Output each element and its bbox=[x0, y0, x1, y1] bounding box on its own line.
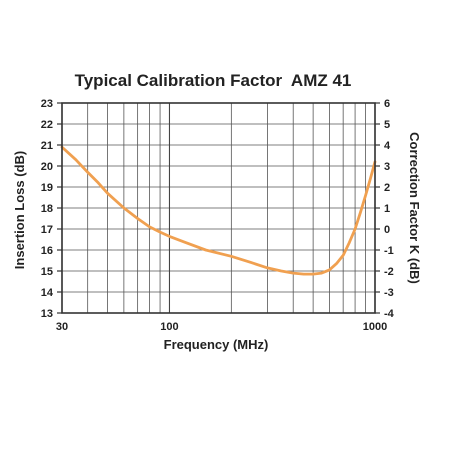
y2-tick-label: 4 bbox=[384, 140, 391, 152]
series-layer bbox=[60, 145, 377, 276]
y2-tick-label: 1 bbox=[384, 203, 390, 215]
y2-tick-label: 2 bbox=[384, 182, 390, 194]
y-axis-label: Insertion Loss (dB) bbox=[12, 151, 27, 269]
y2-tick-label: -2 bbox=[384, 266, 394, 278]
chart-title: Typical Calibration Factor AMZ 41 bbox=[75, 71, 352, 90]
y-tick-label: 18 bbox=[41, 203, 53, 215]
y-tick-label: 16 bbox=[41, 245, 53, 257]
y2-tick-label: -1 bbox=[384, 245, 394, 257]
y-tick-label: 20 bbox=[41, 161, 53, 173]
y2-tick-label: 5 bbox=[384, 119, 390, 131]
grid bbox=[61, 102, 376, 314]
y2-tick-label: 3 bbox=[384, 161, 390, 173]
x-tick-label: 30 bbox=[56, 321, 68, 333]
x-tick-label: 1000 bbox=[363, 321, 387, 333]
y2-tick-label: 0 bbox=[384, 224, 390, 236]
x-tick-label: 100 bbox=[160, 321, 178, 333]
y-tick-label: 21 bbox=[41, 140, 53, 152]
y2-tick-label: -4 bbox=[384, 308, 395, 320]
y-tick-label: 23 bbox=[41, 98, 53, 110]
y-tick-label: 22 bbox=[41, 119, 53, 131]
x-axis-label: Frequency (MHz) bbox=[164, 337, 269, 352]
right-axis-ticks: -4 -3 -2 -1 0 1 2 3 4 5 6 bbox=[375, 98, 395, 320]
y-tick-label: 19 bbox=[41, 182, 53, 194]
y-tick-label: 13 bbox=[41, 308, 53, 320]
left-axis-ticks: 13 14 15 16 17 18 19 20 21 22 23 bbox=[41, 98, 62, 320]
y-tick-label: 15 bbox=[41, 266, 53, 278]
y2-axis-label: Correction Factor K (dB) bbox=[407, 132, 422, 284]
x-axis-ticks: 30 100 1000 bbox=[56, 321, 387, 333]
y-tick-label: 17 bbox=[41, 224, 53, 236]
series-line bbox=[60, 145, 377, 276]
y-tick-label: 14 bbox=[41, 287, 54, 299]
y2-tick-label: -3 bbox=[384, 287, 394, 299]
y2-tick-label: 6 bbox=[384, 98, 390, 110]
